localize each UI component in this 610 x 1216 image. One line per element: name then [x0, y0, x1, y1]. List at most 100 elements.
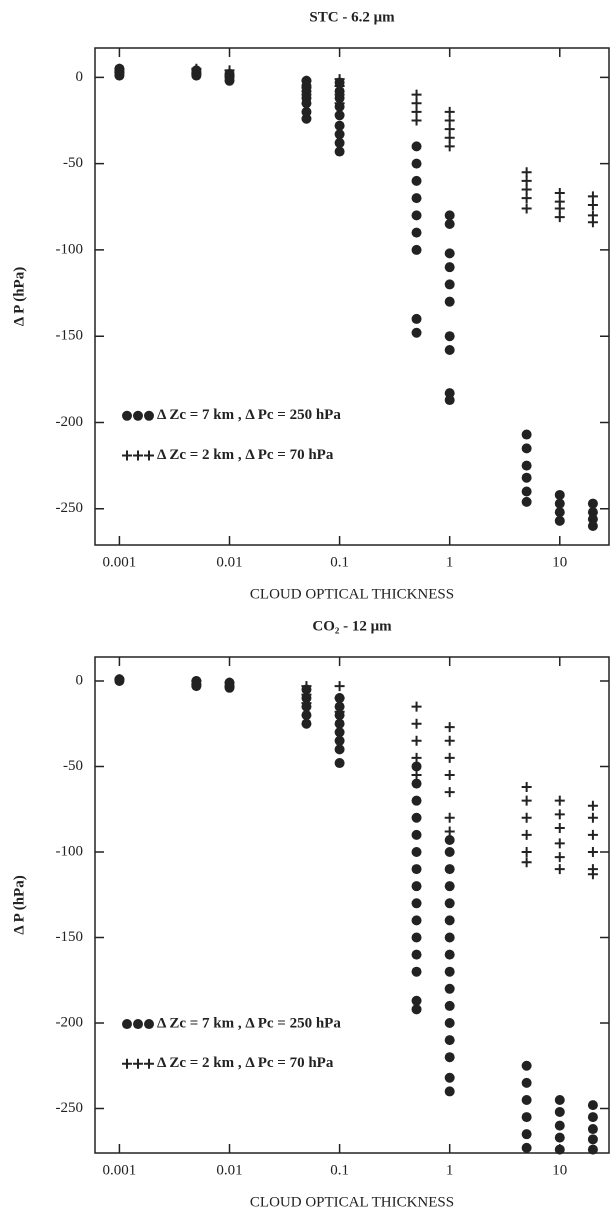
point	[587, 1134, 598, 1145]
point	[554, 1144, 565, 1155]
point	[554, 1132, 565, 1143]
point	[411, 812, 422, 823]
legend-label: Δ Zc = 2 km , Δ Pc = 70 hPa	[157, 447, 334, 463]
point	[334, 129, 345, 140]
point	[521, 1060, 532, 1071]
legend-marker	[133, 450, 143, 461]
legend-label: Δ Zc = 7 km , Δ Pc = 250 hPa	[157, 1015, 341, 1031]
legend-marker	[133, 1058, 143, 1069]
x-tick-label: 0.1	[330, 1162, 349, 1178]
point	[411, 949, 422, 960]
point	[554, 823, 565, 834]
point	[191, 679, 202, 690]
point	[444, 835, 455, 846]
point	[444, 132, 455, 143]
legend-marker	[144, 1019, 154, 1030]
point	[411, 770, 422, 781]
legend-label: Δ Zc = 2 km , Δ Pc = 70 hPa	[157, 1055, 334, 1071]
point	[444, 262, 455, 273]
legend-marker	[144, 1058, 154, 1069]
point	[587, 829, 598, 840]
point	[301, 698, 312, 709]
point	[444, 1000, 455, 1011]
point	[444, 1035, 455, 1046]
point	[301, 681, 312, 692]
point	[587, 521, 598, 532]
point	[554, 864, 565, 875]
y-tick-label: -50	[63, 155, 83, 171]
point	[554, 203, 565, 214]
point	[411, 778, 422, 789]
point	[411, 795, 422, 806]
point	[521, 1094, 532, 1105]
legend-marker	[133, 410, 143, 421]
y-tick-label: -100	[56, 843, 84, 859]
point	[301, 113, 312, 124]
legend-marker	[122, 1019, 132, 1030]
point	[521, 167, 532, 178]
point	[444, 983, 455, 994]
point	[334, 681, 345, 692]
point	[521, 193, 532, 204]
point	[411, 932, 422, 943]
point	[521, 472, 532, 483]
point	[334, 693, 345, 704]
point	[587, 498, 598, 509]
point	[411, 966, 422, 977]
y-tick-label: -200	[56, 414, 84, 430]
point	[554, 795, 565, 806]
point	[554, 498, 565, 509]
chart-title: CO₂ - 12 μm	[312, 618, 392, 634]
point	[521, 184, 532, 195]
point	[411, 313, 422, 324]
point	[444, 812, 455, 823]
point	[587, 1124, 598, 1135]
point	[444, 210, 455, 221]
point	[444, 219, 455, 230]
point	[587, 869, 598, 880]
point	[411, 141, 422, 152]
x-tick-label: 10	[552, 554, 567, 570]
point	[411, 735, 422, 746]
y-tick-label: -50	[63, 758, 83, 774]
legend-marker	[144, 410, 154, 421]
point	[411, 995, 422, 1006]
x-tick-label: 0.1	[330, 554, 349, 570]
x-tick-label: 0.001	[103, 1162, 137, 1178]
point	[191, 68, 202, 79]
point	[587, 514, 598, 525]
x-tick-label: 0.01	[216, 1162, 242, 1178]
point	[334, 727, 345, 738]
point	[114, 674, 125, 685]
point	[334, 137, 345, 148]
x-axis-label: CLOUD OPTICAL THICKNESS	[250, 1194, 454, 1210]
point	[521, 1077, 532, 1088]
point	[411, 175, 422, 186]
point	[334, 735, 345, 746]
point	[334, 110, 345, 121]
point	[411, 915, 422, 926]
point	[444, 966, 455, 977]
y-tick-label: 0	[76, 69, 84, 85]
point	[521, 175, 532, 186]
point	[444, 881, 455, 892]
y-tick-label: -150	[56, 328, 84, 344]
point	[301, 106, 312, 117]
point	[444, 735, 455, 746]
point	[587, 191, 598, 202]
point	[444, 770, 455, 781]
point	[521, 812, 532, 823]
point	[334, 718, 345, 729]
legend-marker	[122, 1058, 132, 1069]
x-tick-label: 0.01	[216, 554, 242, 570]
point	[554, 212, 565, 223]
point	[554, 838, 565, 849]
point	[411, 1004, 422, 1015]
legend-marker	[133, 1019, 143, 1030]
point	[334, 146, 345, 157]
point	[444, 115, 455, 126]
legend-marker	[144, 450, 154, 461]
point	[444, 124, 455, 135]
point	[411, 115, 422, 126]
